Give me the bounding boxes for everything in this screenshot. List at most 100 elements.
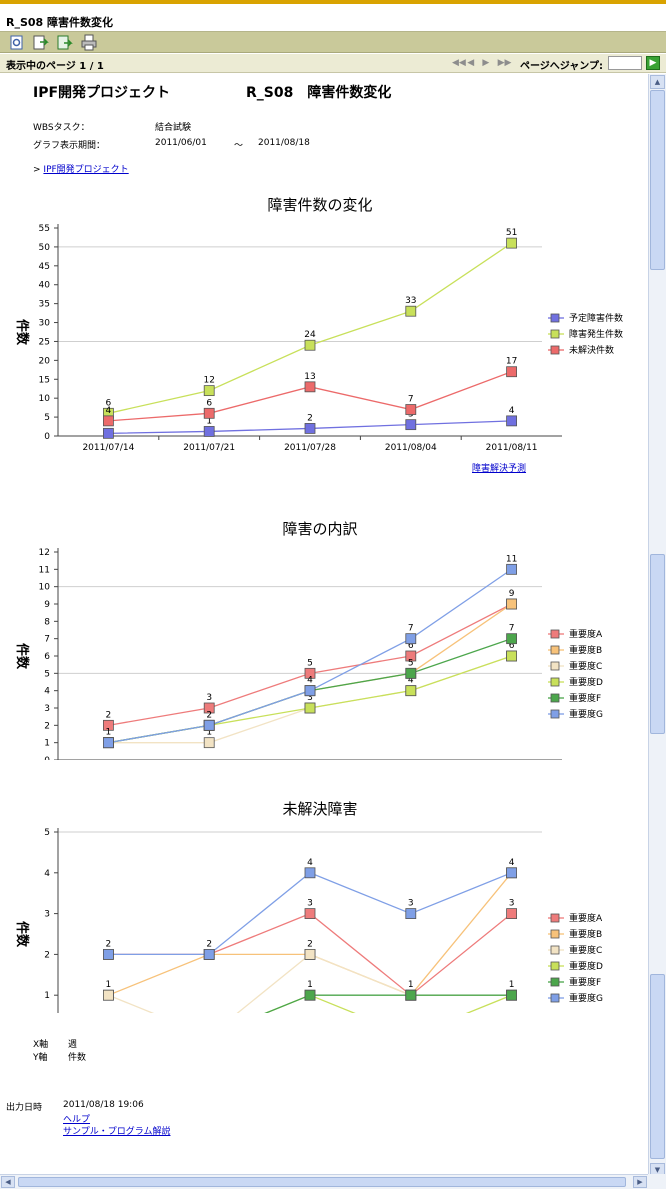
scroll-up-icon[interactable]: ▲: [650, 75, 665, 89]
data-label: 13: [304, 372, 315, 382]
legend-label: 重要度F: [569, 976, 601, 988]
data-point: [506, 415, 518, 427]
y-tick-label: 4: [44, 687, 50, 697]
scroll-thumb-2[interactable]: [650, 554, 665, 734]
page-jump-input[interactable]: [608, 56, 642, 70]
data-label: 1: [106, 980, 112, 990]
scroll-corner: [648, 1174, 666, 1189]
legend-label: 重要度F: [569, 692, 601, 704]
y-tick-label: 3: [44, 910, 50, 920]
data-label: 7: [509, 624, 515, 634]
legend-label: 重要度B: [569, 644, 602, 656]
y-tick-label: 1: [44, 991, 50, 1001]
first-page-icon[interactable]: ◀◀: [452, 58, 466, 68]
data-label: 2: [106, 939, 112, 949]
y-tick-label: 35: [39, 300, 50, 310]
legend-label: 未解決件数: [569, 344, 614, 356]
data-point: [506, 237, 518, 249]
data-point: [405, 667, 417, 679]
scroll-right-icon[interactable]: ▶: [633, 1176, 647, 1188]
legend-swatch: [550, 913, 560, 923]
data-label: 2: [206, 939, 212, 949]
last-page-icon[interactable]: ▶▶: [497, 58, 512, 68]
next-page-icon[interactable]: ▶: [482, 58, 490, 68]
data-point: [304, 423, 316, 434]
export-excel-icon[interactable]: [56, 34, 74, 51]
y-tick-label: 10: [39, 394, 51, 404]
y-axis-label: 件数: [14, 319, 30, 346]
y-tick-label: 10: [39, 583, 51, 593]
data-label: 5: [307, 658, 313, 668]
data-label: 1: [509, 980, 515, 990]
legend-swatch: [550, 629, 560, 639]
legend-label: 重要度G: [569, 992, 603, 1004]
y-axis-label: 件数: [14, 921, 30, 948]
legend-swatch: [550, 661, 560, 671]
data-label: 2: [206, 710, 212, 720]
period-separator: ～: [234, 141, 244, 151]
legend-swatch: [550, 945, 560, 955]
data-label: 2: [106, 710, 112, 720]
vertical-scrollbar[interactable]: ▲ ▼: [648, 74, 666, 1178]
horizontal-scrollbar[interactable]: ◀ ▶: [0, 1174, 648, 1189]
data-point: [405, 685, 417, 697]
prev-page-icon[interactable]: ◀: [467, 58, 475, 68]
y-tick-label: 5: [44, 413, 50, 423]
data-point: [304, 908, 316, 920]
data-point: [506, 633, 518, 645]
unresolved-defects-chart: 未解決障害件数0123452011/07/142011/07/212011/07…: [14, 800, 603, 1013]
y-axis-value: 件数: [68, 1053, 87, 1063]
data-label: 1: [307, 980, 313, 990]
settings-icon[interactable]: [8, 34, 26, 51]
help-link[interactable]: ヘルプ: [63, 1115, 91, 1125]
window-title: R_S08 障害件数変化: [6, 16, 114, 29]
period-start: 2011/06/01: [155, 138, 207, 148]
window-top-accent: [0, 0, 666, 4]
data-point: [506, 650, 518, 662]
data-label: 11: [506, 554, 517, 564]
data-label: 3: [408, 899, 414, 909]
legend-swatch: [550, 345, 560, 355]
print-icon[interactable]: [80, 34, 98, 51]
data-label: 1: [206, 416, 212, 426]
data-point: [304, 948, 316, 960]
legend-swatch: [550, 709, 560, 719]
y-tick-label: 9: [44, 600, 50, 610]
data-label: 3: [307, 899, 313, 909]
data-label: 6: [509, 641, 515, 651]
forecast-link[interactable]: 障害解決予測: [472, 464, 527, 474]
pager-bar: 表示中のページ 1 / 1 ◀◀ ◀ ▶ ▶▶ ページへジャンプ: ▶: [0, 54, 666, 73]
data-point: [506, 908, 518, 920]
data-point: [203, 948, 215, 960]
data-point: [103, 415, 114, 427]
report-content: IPF開発プロジェクト R_S08 障害件数変化 WBSタスク： 結合試験 グラ…: [0, 74, 648, 1178]
data-label: 3: [509, 899, 515, 909]
horizontal-scroll-thumb[interactable]: [18, 1177, 626, 1187]
breadcrumb-project-link[interactable]: IPF開発プロジェクト: [43, 165, 129, 175]
scroll-thumb-1[interactable]: [650, 90, 665, 270]
legend-swatch: [550, 329, 560, 339]
data-point: [304, 667, 316, 679]
legend-label: 重要度G: [569, 708, 603, 720]
data-point: [203, 702, 215, 714]
data-point: [405, 419, 417, 431]
data-label: 17: [506, 357, 517, 367]
data-label: 12: [203, 376, 214, 386]
x-axis-label: X軸: [33, 1040, 49, 1050]
legend-swatch: [550, 313, 560, 323]
page-indicator: 表示中のページ 1 / 1: [6, 61, 104, 72]
data-label: 24: [304, 330, 316, 340]
legend-swatch: [550, 677, 560, 687]
sample-program-link[interactable]: サンプル・プログラム解説: [63, 1127, 171, 1137]
scroll-thumb-3[interactable]: [650, 974, 665, 1159]
legend-swatch: [550, 929, 560, 939]
scroll-left-icon[interactable]: ◀: [1, 1176, 15, 1188]
legend-label: 予定障害件数: [569, 312, 623, 324]
y-axis-label: Y軸: [33, 1053, 48, 1063]
data-point: [506, 563, 518, 575]
legend-label: 重要度A: [569, 912, 603, 924]
page-jump-go-button[interactable]: ▶: [646, 56, 660, 70]
legend-swatch: [550, 645, 560, 655]
export-icon[interactable]: [32, 34, 50, 51]
x-axis-value: 週: [68, 1040, 78, 1050]
